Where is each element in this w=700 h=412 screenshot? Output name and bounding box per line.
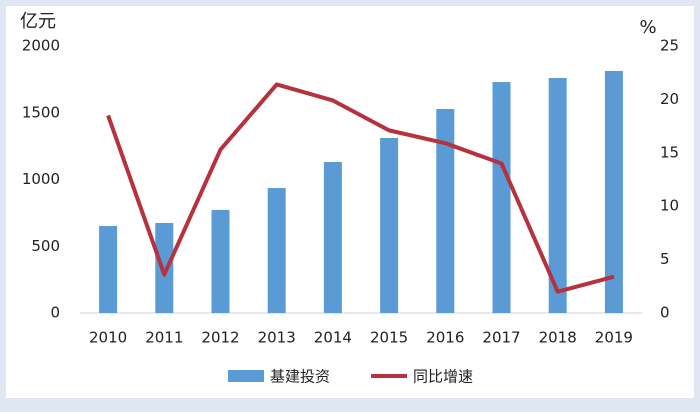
x-tick-label: 2010 — [89, 329, 127, 347]
bar — [548, 78, 567, 313]
x-tick-label: 2018 — [539, 329, 577, 347]
y-tick-label: 2000 — [22, 37, 60, 55]
x-tick-label: 2015 — [370, 329, 408, 347]
x-tick-label: 2014 — [314, 329, 352, 347]
x-tick-label: 2016 — [426, 329, 464, 347]
line — [106, 82, 615, 294]
y-tick-label: 500 — [31, 237, 60, 255]
chart-background — [6, 6, 694, 398]
y-axis-title: 亿元 — [20, 11, 56, 32]
y-tick-label: 1000 — [22, 170, 60, 188]
y-tick-label: 0 — [50, 304, 60, 322]
y2-axis-title: % — [639, 17, 656, 38]
legend-label: 基建投资 — [270, 368, 330, 386]
y2-tick-label: 10 — [660, 197, 679, 215]
bar — [436, 109, 455, 314]
y2-tick-label: 25 — [660, 37, 679, 55]
y-tick-label: 1500 — [22, 103, 60, 121]
bar — [155, 223, 174, 313]
bar — [99, 225, 118, 313]
legend-swatch — [228, 370, 264, 382]
bar — [267, 188, 286, 313]
x-tick-label: 2019 — [595, 329, 633, 347]
y2-tick-label: 5 — [660, 250, 670, 268]
x-tick-label: 2013 — [258, 329, 296, 347]
y2-tick-label: 20 — [660, 90, 679, 108]
bar — [211, 209, 230, 313]
bar — [604, 70, 623, 313]
bar — [323, 162, 342, 313]
y2-tick-label: 0 — [660, 304, 670, 322]
x-tick-label: 2011 — [145, 329, 183, 347]
bar — [380, 137, 399, 313]
x-tick-label: 2012 — [201, 329, 239, 347]
bar — [492, 82, 511, 313]
legend-label: 同比增速 — [413, 368, 473, 386]
y2-tick-label: 15 — [660, 143, 679, 161]
x-tick-label: 2017 — [482, 329, 520, 347]
